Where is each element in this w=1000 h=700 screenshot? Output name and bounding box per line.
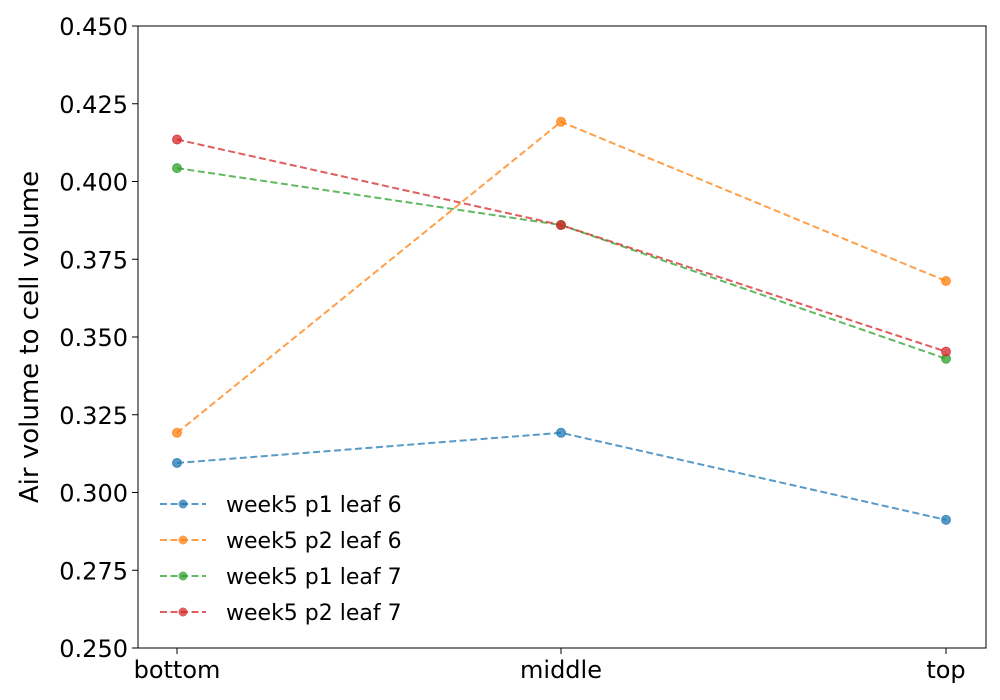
y-tick-label: 0.250 <box>59 635 128 663</box>
legend-marker <box>178 499 188 509</box>
data-point <box>172 134 182 145</box>
x-tick-label: bottom <box>134 656 221 684</box>
legend-marker <box>178 607 188 617</box>
y-tick-label: 0.350 <box>59 324 128 352</box>
y-tick-label: 0.300 <box>59 480 128 508</box>
data-point <box>172 163 182 174</box>
legend-label: week5 p1 leaf 7 <box>226 565 402 590</box>
y-axis: 0.250 0.275 0.300 0.325 0.350 0.375 0.400 0.425… <box>59 13 138 663</box>
series-1 <box>172 427 951 525</box>
legend-item: week5 p2 leaf 6 <box>160 529 402 554</box>
y-tick-label: 0.375 <box>59 246 128 274</box>
series-line <box>176 167 947 360</box>
x-tick-label: middle <box>520 656 602 684</box>
legend-item: week5 p1 leaf 6 <box>160 493 402 518</box>
x-axis: bottom middle top <box>134 648 966 684</box>
y-tick-label: 0.275 <box>59 557 128 585</box>
series-4 <box>172 134 951 357</box>
data-point <box>941 346 951 357</box>
plot-frame <box>137 25 987 649</box>
data-point <box>556 116 566 127</box>
data-point <box>556 427 566 438</box>
data-point <box>556 220 566 231</box>
legend-item: week5 p2 leaf 7 <box>160 601 402 626</box>
x-tick-label: top <box>926 656 965 684</box>
y-tick-label: 0.425 <box>59 91 128 119</box>
y-tick-label: 0.450 <box>59 13 128 41</box>
y-tick-label: 0.400 <box>59 169 128 197</box>
plot-area <box>137 25 987 649</box>
series-layer <box>172 116 951 525</box>
y-tick-label: 0.325 <box>59 402 128 430</box>
data-point <box>172 427 182 438</box>
legend-label: week5 p1 leaf 6 <box>226 493 402 518</box>
y-axis-title: Air volume to cell volume <box>15 171 45 503</box>
data-point <box>941 276 951 287</box>
legend-marker <box>178 535 188 545</box>
data-point <box>172 457 182 468</box>
data-point <box>941 514 951 525</box>
series-line <box>176 431 947 521</box>
legend-label: week5 p2 leaf 7 <box>226 601 402 626</box>
legend-item: week5 p1 leaf 7 <box>160 565 402 590</box>
legend-marker <box>178 571 188 581</box>
series-2 <box>172 116 951 438</box>
legend: week5 p1 leaf 6 week5 p2 leaf 6 week5 p1 l… <box>160 493 402 626</box>
legend-label: week5 p2 leaf 6 <box>226 529 402 554</box>
